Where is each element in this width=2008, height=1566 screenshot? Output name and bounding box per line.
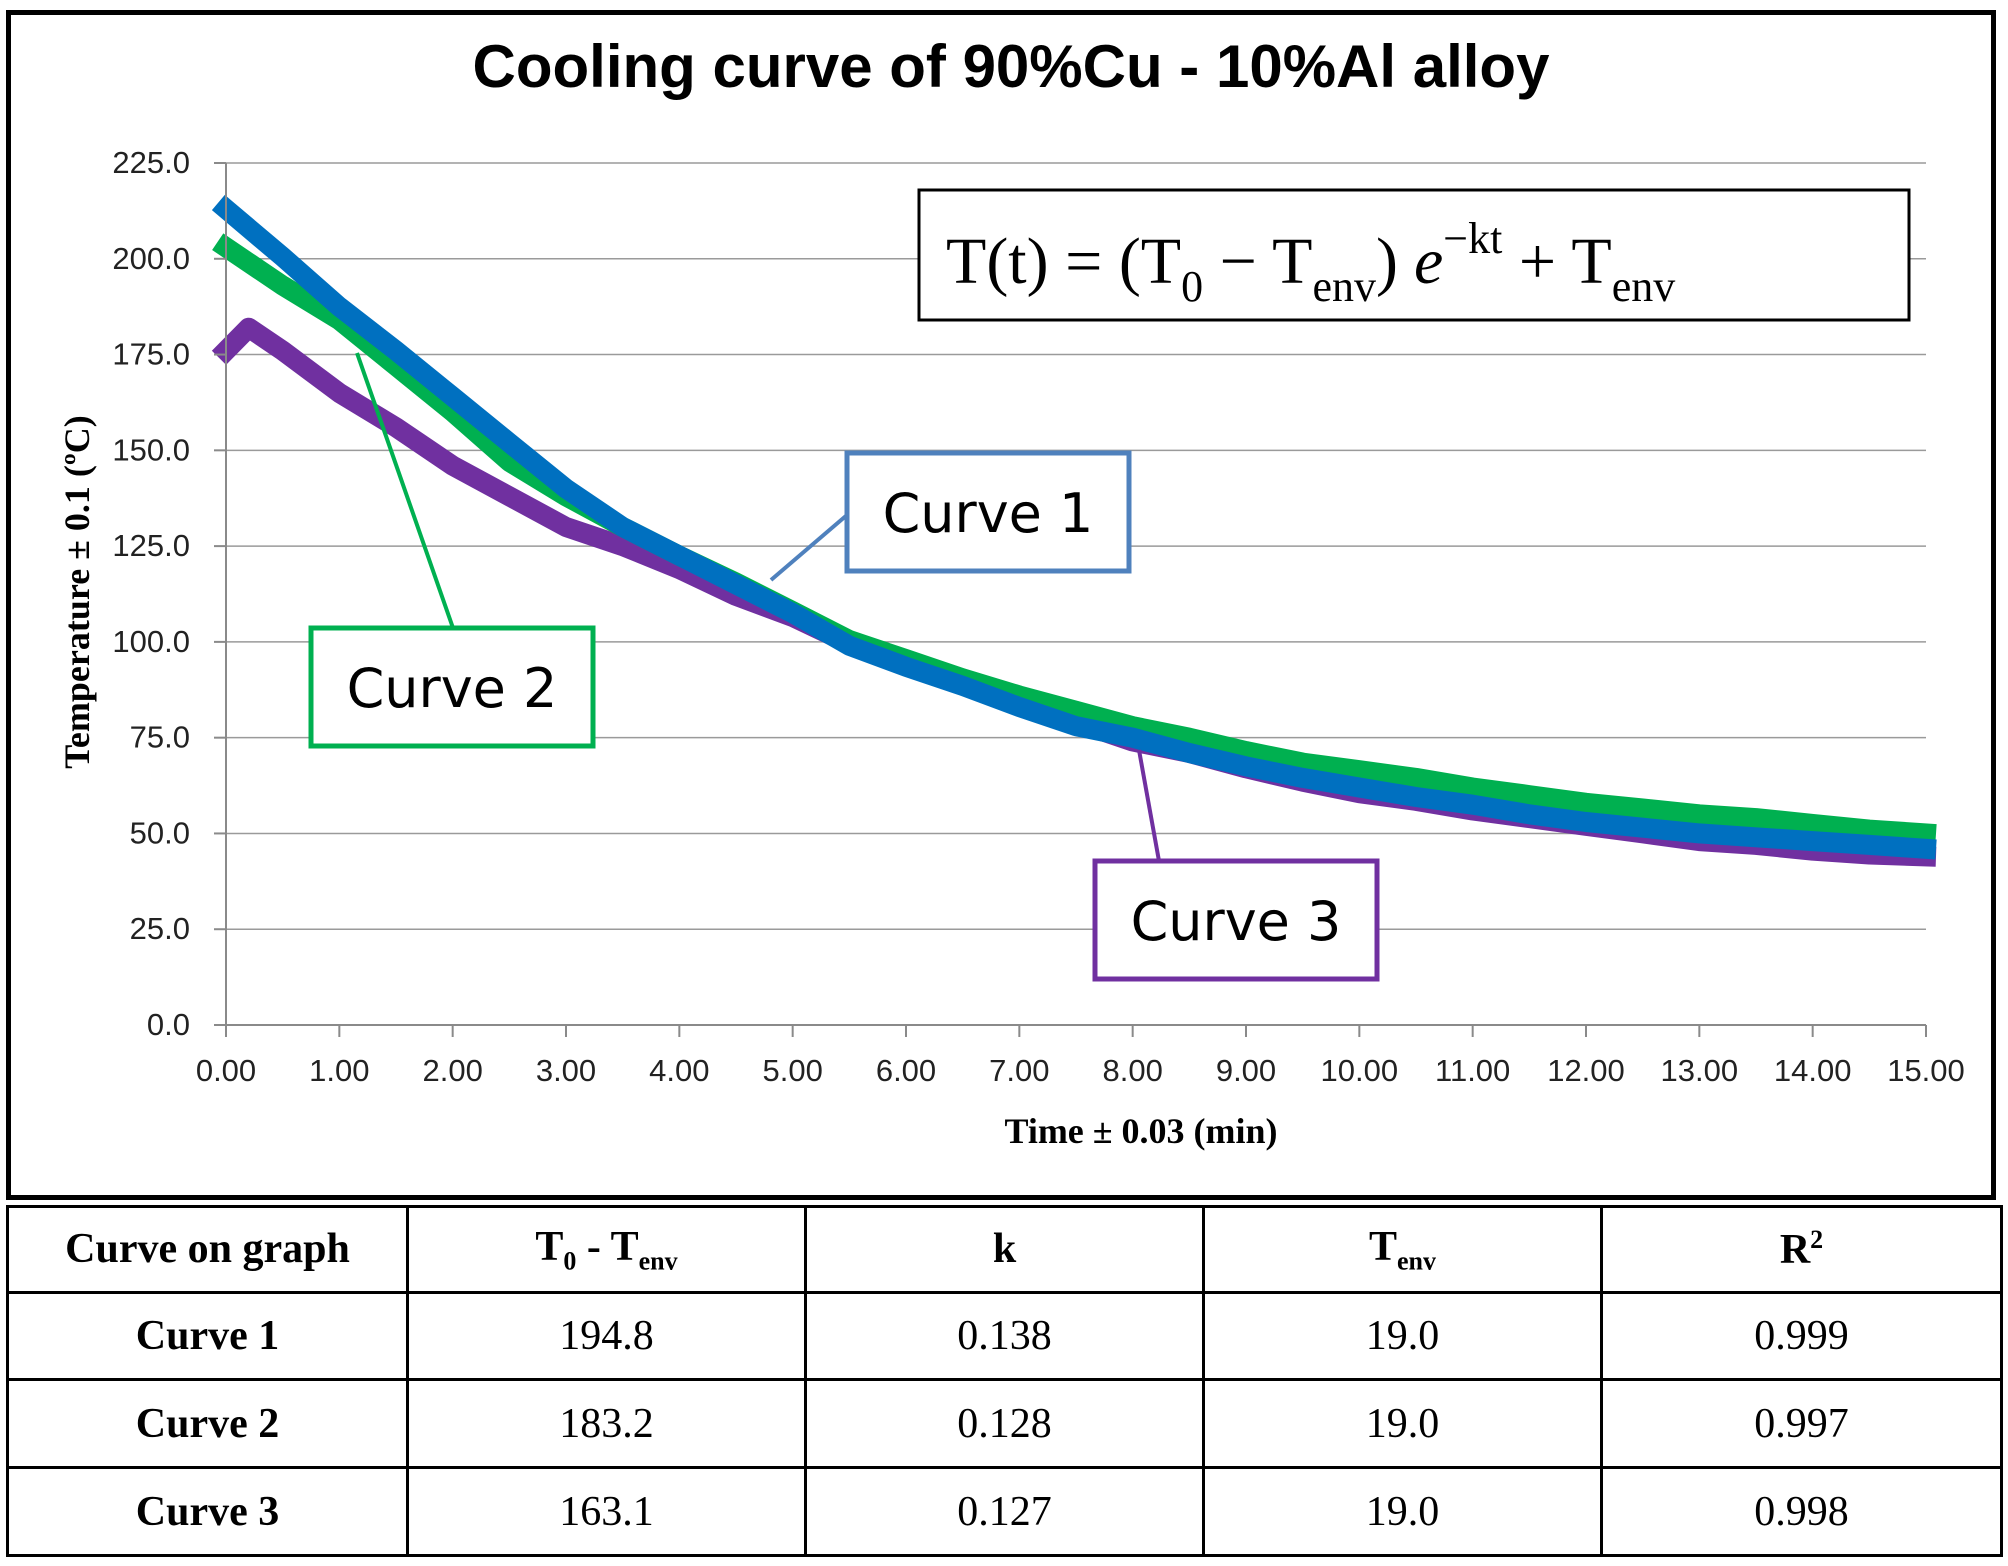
- y-tick-label: 175.0: [112, 337, 190, 372]
- y-tick-label: 125.0: [112, 528, 190, 563]
- row-name: Curve 1: [6, 1290, 409, 1382]
- series-line-1: [211, 194, 1937, 860]
- y-axis-label: Temperature ± 0.1 (ºC): [57, 415, 97, 769]
- callout-curve-3-leader: [1137, 749, 1161, 862]
- header-tenv: Tenv: [1202, 1205, 1603, 1294]
- cell-r2: 0.997: [1600, 1378, 2003, 1470]
- equation: T(t) = (T0 − Tenv) e−kt + Tenv: [946, 214, 1675, 311]
- callout-curve-3-label: Curve 3: [1131, 890, 1342, 953]
- y-tick-label: 200.0: [112, 241, 190, 276]
- x-tick-label: 4.00: [649, 1053, 709, 1088]
- x-tick-label: 2.00: [422, 1053, 482, 1088]
- x-tick-label: 12.00: [1547, 1053, 1625, 1088]
- y-tick-label: 75.0: [130, 720, 190, 755]
- y-tick-label: 150.0: [112, 432, 190, 467]
- header-t0-tenv: T0 - Tenv: [406, 1205, 807, 1294]
- series-layer: [211, 194, 1937, 867]
- callout-curve-1-label: Curve 1: [883, 482, 1094, 545]
- x-tick-label: 3.00: [536, 1053, 596, 1088]
- callout-curve-3: Curve 3: [1092, 749, 1380, 982]
- y-tick-label: 100.0: [112, 624, 190, 659]
- cell-t0-tenv: 183.2: [406, 1378, 807, 1470]
- cell-k: 0.138: [804, 1290, 1205, 1382]
- x-tick-label: 10.00: [1321, 1053, 1399, 1088]
- table-row: Curve 3 163.1 0.127 19.0 0.998: [6, 1466, 2003, 1557]
- x-tick-label: 6.00: [876, 1053, 936, 1088]
- x-tick-label: 9.00: [1216, 1053, 1276, 1088]
- callout-curve-2-label: Curve 2: [347, 657, 558, 720]
- x-tick-label: 0.00: [196, 1053, 256, 1088]
- y-tick-label: 50.0: [130, 815, 190, 850]
- callout-curve-1: Curve 1: [769, 450, 1132, 582]
- cell-t0-tenv: 194.8: [406, 1290, 807, 1382]
- cell-t0-tenv: 163.1: [406, 1466, 807, 1557]
- x-tick-label: 5.00: [762, 1053, 822, 1088]
- cell-tenv: 19.0: [1202, 1466, 1603, 1557]
- x-axis-label: Time ± 0.03 (min): [1004, 1111, 1277, 1151]
- x-tick-label: 13.00: [1661, 1053, 1739, 1088]
- cell-tenv: 19.0: [1202, 1378, 1603, 1470]
- x-tick-label: 14.00: [1774, 1053, 1852, 1088]
- table-row: Curve 2 183.2 0.128 19.0 0.997: [6, 1378, 2003, 1470]
- header-k: k: [804, 1205, 1205, 1294]
- series-line-2: [212, 233, 1937, 845]
- chart-svg: Cooling curve of 90%Cu - 10%Al alloy 0.0…: [57, 33, 1965, 1151]
- header-r2: R2: [1600, 1205, 2003, 1294]
- equation-box: T(t) = (T0 − Tenv) e−kt + Tenv: [917, 188, 1911, 322]
- chart-title: Cooling curve of 90%Cu - 10%Al alloy: [473, 33, 1551, 100]
- x-tick-label: 11.00: [1435, 1053, 1510, 1088]
- results-table: Curve on graph T0 - Tenv k Tenv R2 Curve…: [6, 1205, 2003, 1557]
- table-row: Curve 1 194.8 0.138 19.0 0.999: [6, 1290, 2003, 1382]
- callout-curve-2: Curve 2: [308, 352, 596, 749]
- x-tick-label: 8.00: [1102, 1053, 1162, 1088]
- x-tick-label: 15.00: [1887, 1053, 1965, 1088]
- cell-k: 0.127: [804, 1466, 1205, 1557]
- row-name: Curve 2: [6, 1378, 409, 1470]
- callout-curve-2-leader: [355, 352, 455, 629]
- axis-layer: 0.0 25.0 50.0 75.0 100.0 125.0 150.0 175.0 200.0…: [112, 145, 1964, 1088]
- cell-r2: 0.998: [1600, 1466, 2003, 1557]
- table-header-row: Curve on graph T0 - Tenv k Tenv R2: [6, 1205, 2003, 1294]
- row-name: Curve 3: [6, 1466, 409, 1557]
- chart-frame: Cooling curve of 90%Cu - 10%Al alloy 0.0…: [6, 10, 1996, 1200]
- y-tick-label: 0.0: [147, 1007, 190, 1042]
- header-curve-on-graph: Curve on graph: [6, 1205, 409, 1294]
- cell-k: 0.128: [804, 1378, 1205, 1470]
- x-tick-label: 7.00: [989, 1053, 1049, 1088]
- callout-curve-1-leader: [769, 513, 849, 582]
- y-tick-label: 225.0: [112, 145, 190, 180]
- cell-r2: 0.999: [1600, 1290, 2003, 1382]
- x-tick-label: 1.00: [309, 1053, 369, 1088]
- cell-tenv: 19.0: [1202, 1290, 1603, 1382]
- y-tick-label: 25.0: [130, 911, 190, 946]
